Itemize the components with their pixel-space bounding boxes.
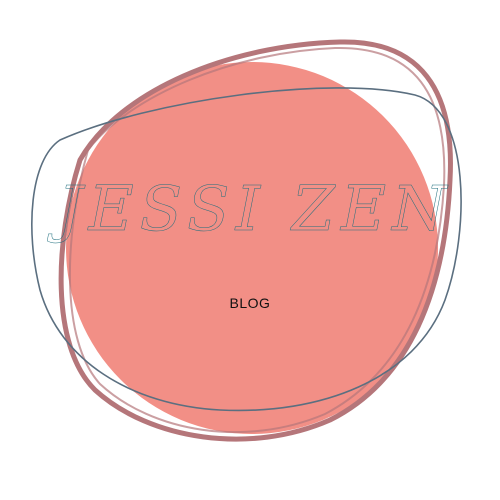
background-circle [66,62,438,434]
outer-scribble-ring [58,39,453,442]
outer-scribble-ring-2 [68,46,446,434]
inner-scribble-ring [31,87,462,412]
brand-wordmark: JESSI ZEN [57,172,453,246]
brand-tagline: BLOG [229,295,271,311]
